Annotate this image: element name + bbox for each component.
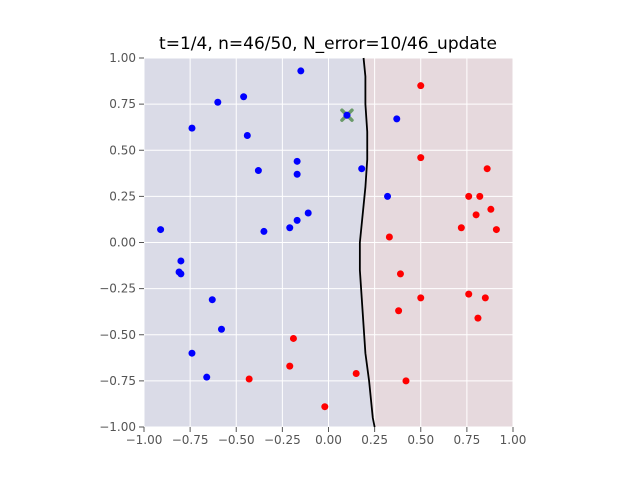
red-point <box>474 314 482 322</box>
x-tick-label: −0.75 <box>172 433 209 447</box>
red-point <box>286 362 294 370</box>
chart-title: t=1/4, n=46/50, N_error=10/46_update <box>159 34 497 54</box>
red-point <box>289 334 297 342</box>
y-tick-label: −0.25 <box>99 282 136 296</box>
red-point <box>476 192 484 200</box>
blue-point <box>358 165 366 173</box>
x-tick-label: 0.25 <box>361 433 388 447</box>
blue-point <box>293 157 301 165</box>
blue-point <box>203 373 211 381</box>
red-point <box>245 375 253 383</box>
blue-point <box>240 93 248 101</box>
red-point <box>321 403 329 411</box>
x-tick-label: −0.50 <box>218 433 255 447</box>
y-tick-label: 0.25 <box>109 189 136 203</box>
y-tick-label: 0.75 <box>109 97 136 111</box>
red-point <box>465 290 473 298</box>
x-tick-label: −0.25 <box>264 433 301 447</box>
y-tick-label: 0.50 <box>109 143 136 157</box>
blue-point <box>286 224 294 232</box>
plot-area: −1.00 −0.75 −0.50 −0.25 0.00 0.25 0.50 0.75 1.00… <box>99 51 526 447</box>
red-point <box>396 270 404 278</box>
red-point <box>465 192 473 200</box>
red-point <box>385 233 393 241</box>
x-tick-label: 0.50 <box>407 433 434 447</box>
y-tick-label: 1.00 <box>109 51 136 65</box>
red-point <box>481 294 489 302</box>
blue-point <box>293 216 301 224</box>
blue-point <box>384 192 392 200</box>
red-point <box>472 211 480 219</box>
blue-point <box>243 131 251 139</box>
blue-point <box>177 257 185 265</box>
red-point <box>402 377 410 385</box>
decision-boundary <box>358 57 376 428</box>
blue-point <box>393 115 401 123</box>
blue-point <box>304 209 312 217</box>
y-tick-label: −0.50 <box>99 328 136 342</box>
red-point <box>395 307 403 315</box>
blue-point <box>177 270 185 278</box>
blue-point <box>293 170 301 178</box>
x-tick-label: 1.00 <box>500 433 527 447</box>
x-tick-label: 0.75 <box>454 433 481 447</box>
red-point <box>483 165 491 173</box>
blue-point <box>214 98 222 106</box>
highlight-point <box>343 111 351 119</box>
blue-point <box>157 226 165 234</box>
red-point <box>352 369 360 377</box>
red-point <box>417 154 425 162</box>
blue-point <box>217 325 225 333</box>
x-tick-label: 0.00 <box>315 433 342 447</box>
blue-point <box>188 124 196 132</box>
red-point <box>417 82 425 90</box>
blue-point <box>208 296 216 304</box>
blue-point <box>188 349 196 357</box>
y-tick-label: −1.00 <box>99 420 136 434</box>
red-point <box>457 224 465 232</box>
y-tick-label: −0.75 <box>99 374 136 388</box>
y-tick-label: 0.00 <box>109 236 136 250</box>
red-point <box>492 226 500 234</box>
blue-point <box>297 67 305 75</box>
red-point <box>487 205 495 213</box>
blue-point <box>254 167 262 175</box>
red-point <box>417 294 425 302</box>
blue-point <box>260 227 268 235</box>
x-tick-label: −1.00 <box>126 433 163 447</box>
